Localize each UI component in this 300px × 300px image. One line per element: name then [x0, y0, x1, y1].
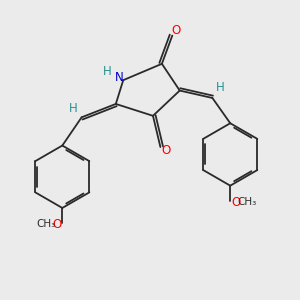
- Text: H: H: [215, 81, 224, 94]
- Text: CH₃: CH₃: [36, 219, 56, 229]
- Text: H: H: [103, 65, 111, 78]
- Text: O: O: [231, 196, 240, 208]
- Text: O: O: [171, 24, 181, 37]
- Text: H: H: [69, 103, 78, 116]
- Text: O: O: [161, 143, 170, 157]
- Text: N: N: [114, 71, 123, 84]
- Text: CH₃: CH₃: [238, 197, 257, 207]
- Text: O: O: [52, 218, 62, 231]
